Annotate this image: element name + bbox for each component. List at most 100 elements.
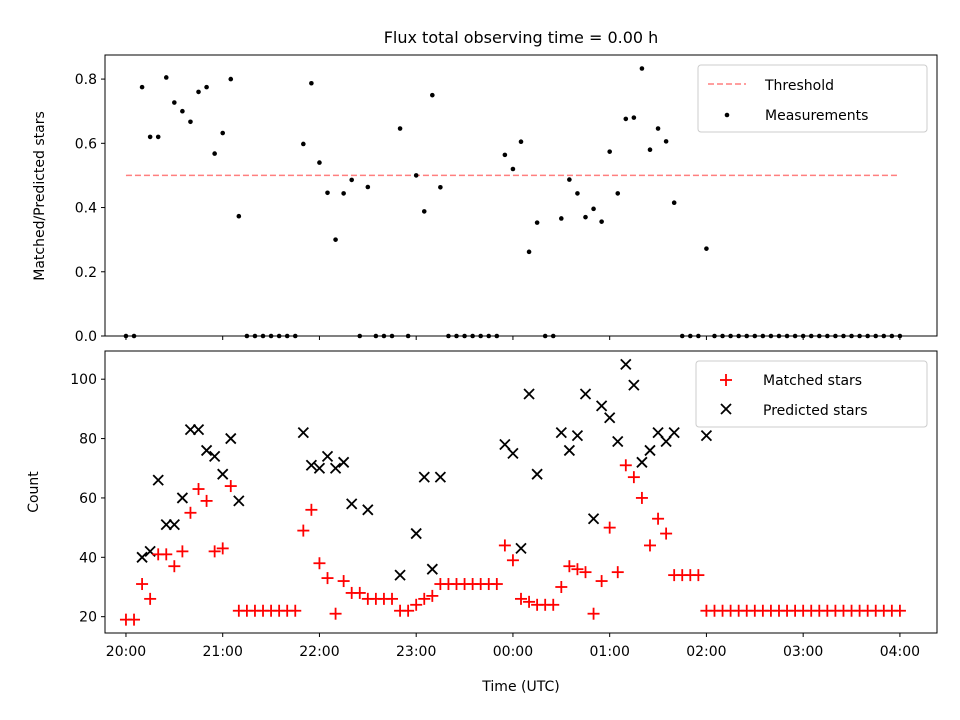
predicted-star-point xyxy=(200,444,213,457)
measurement-point xyxy=(365,184,371,190)
predicted-star-point xyxy=(362,504,374,516)
predicted-star-point xyxy=(595,400,608,412)
measurement-point xyxy=(430,92,435,98)
measurement-point xyxy=(704,246,709,251)
measurement-point xyxy=(559,216,564,221)
bottom-y-tick-label: 20 xyxy=(79,610,97,626)
measurement-point xyxy=(163,75,169,80)
matched-star-point xyxy=(176,545,189,558)
measurement-point xyxy=(309,80,314,86)
predicted-star-point xyxy=(394,569,406,581)
matched-star-point xyxy=(692,569,705,582)
legend-measurements-label: Measurements xyxy=(765,108,868,124)
matched-star-point xyxy=(611,566,624,579)
x-tick-label: 22:00 xyxy=(299,644,339,660)
matched-star-point xyxy=(353,586,366,599)
predicted-star-point xyxy=(313,462,326,474)
measurement-point xyxy=(526,249,532,255)
bottom-y-ticks: 20 40 60 80 100 xyxy=(70,372,105,626)
bottom-y-tick-label: 100 xyxy=(70,372,97,388)
matched-star-point xyxy=(660,527,673,540)
matched-star-point xyxy=(289,604,302,617)
predicted-star-point xyxy=(184,424,197,436)
measurement-point xyxy=(599,219,604,224)
predicted-star-point xyxy=(531,468,543,480)
predicted-star-point xyxy=(225,432,237,445)
legend-predicted-swatch xyxy=(720,403,732,415)
measurement-point xyxy=(188,119,193,125)
measurement-point xyxy=(534,220,540,225)
matched-star-point xyxy=(893,604,906,617)
measurement-point xyxy=(655,126,661,131)
top-y-axis-label: Matched/Predicted stars xyxy=(32,111,48,281)
measurement-point xyxy=(147,134,153,140)
measurement-point xyxy=(623,116,629,122)
legend-threshold-label: Threshold xyxy=(764,78,834,94)
top-legend: Threshold Measurements xyxy=(697,64,928,133)
matched-star-point xyxy=(305,503,318,516)
x-tick-label: 01:00 xyxy=(590,644,630,660)
matched-star-point xyxy=(627,471,640,484)
predicted-star-point xyxy=(660,435,672,448)
matched-star-point xyxy=(321,572,334,585)
legend-measurements-swatch xyxy=(724,112,730,118)
measurement-point xyxy=(139,84,145,90)
matched-star-point xyxy=(329,607,342,620)
predicted-star-point xyxy=(418,471,430,483)
measurement-point xyxy=(317,160,322,165)
x-tick-label: 03:00 xyxy=(783,644,823,660)
bottom-y-tick-label: 60 xyxy=(79,491,97,507)
predicted-star-point xyxy=(636,456,648,468)
legend-predicted-label: Predicted stars xyxy=(763,403,868,419)
predicted-star-point xyxy=(515,542,527,555)
measurement-point xyxy=(236,213,242,219)
matched-star-point xyxy=(386,592,399,605)
predicted-star-point xyxy=(579,388,592,400)
bottom-x-ticks: 20:00 21:00 22:00 23:00 00:00 01:00 02:00 03:00… xyxy=(106,633,920,660)
predicted-star-point xyxy=(587,513,600,525)
matched-star-point xyxy=(337,575,350,588)
top-axes-frame xyxy=(104,54,938,337)
measurement-point xyxy=(438,185,443,190)
measurement-point xyxy=(591,206,596,212)
matched-star-point xyxy=(587,607,600,620)
matched-star-point xyxy=(208,545,221,558)
measurement-point xyxy=(671,200,677,206)
bottom-legend-box xyxy=(695,360,928,428)
predicted-star-point xyxy=(152,474,164,486)
matched-star-point xyxy=(418,592,431,605)
predicted-star-point xyxy=(217,468,229,480)
predicted-star-point xyxy=(507,447,519,460)
legend-matched-label: Matched stars xyxy=(763,373,862,389)
matched-star-point xyxy=(652,512,665,525)
predicted-star-point xyxy=(168,519,180,531)
matched-star-point xyxy=(498,539,511,552)
predicted-star-point xyxy=(571,429,584,442)
predicted-star-point xyxy=(612,435,624,448)
measurement-point xyxy=(510,166,516,172)
top-legend-box xyxy=(697,64,928,133)
measurement-point xyxy=(349,177,354,183)
bottom-y-tick-label: 80 xyxy=(79,432,97,448)
predicted-star-point xyxy=(136,551,148,563)
measurement-point xyxy=(567,177,572,182)
measurement-point xyxy=(583,214,588,220)
matched-star-point xyxy=(402,604,415,617)
measurement-point xyxy=(301,141,306,147)
matched-star-point xyxy=(515,592,527,605)
predicted-star-point xyxy=(337,456,350,468)
measurement-point xyxy=(639,66,645,71)
predicted-star-point xyxy=(555,426,567,439)
predicted-star-point xyxy=(233,495,245,507)
legend-matched-swatch xyxy=(720,374,732,386)
matched-star-point xyxy=(168,560,181,573)
matched-star-point xyxy=(410,598,423,611)
bottom-y-tick-label: 40 xyxy=(79,550,97,566)
predicted-star-point xyxy=(620,358,632,370)
measurement-point xyxy=(228,76,234,82)
predicted-star-point xyxy=(209,450,221,463)
matched-star-point xyxy=(313,557,326,570)
matched-star-point xyxy=(563,560,576,573)
x-tick-label: 02:00 xyxy=(686,644,726,660)
measurement-point xyxy=(502,152,508,158)
